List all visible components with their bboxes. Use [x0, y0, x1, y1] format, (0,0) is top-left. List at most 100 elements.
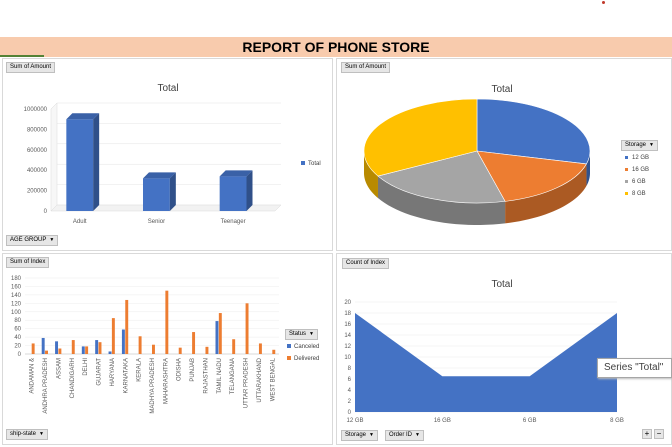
column-delivered [58, 348, 62, 354]
column-delivered [111, 318, 115, 354]
column-delivered [45, 350, 48, 354]
storage-pie-chart [363, 99, 591, 225]
storage-legend-button[interactable]: Storage [621, 140, 658, 151]
order-id-filter-button[interactable]: Order ID [385, 430, 424, 441]
x-tick-label: HARYANA [110, 358, 116, 386]
y-tick-label: 60 [14, 327, 21, 333]
column-delivered [258, 343, 262, 354]
bar-front [143, 178, 170, 211]
legend-swatch [287, 356, 291, 360]
pie-legend: 12 GB 16 GB 6 GB 8 GB [625, 155, 649, 203]
x-tick-label: UTTARAKHAND [257, 357, 263, 402]
column-canceled [121, 329, 125, 354]
bar-top [219, 170, 253, 177]
y-tick-label: 0 [18, 352, 22, 358]
x-tick-label: TAMIL NADU [217, 358, 223, 394]
sum-of-index-button[interactable]: Sum of Index [6, 257, 50, 268]
y-tick-label: 6 [348, 377, 352, 383]
y-tick-label: 0 [348, 410, 352, 416]
y-tick-label: 12 [344, 344, 351, 350]
status-legend-item: Canceled [287, 344, 319, 350]
x-tick-label: UTTAR PRADESH [244, 358, 250, 408]
column-canceled [41, 337, 45, 354]
y-tick-label: 16 [344, 322, 351, 328]
count-index-area-panel[interactable]: Count of Index Total 20 18 16 14 12 10 8 6 4 2 0 12… [336, 253, 672, 445]
bar-front [219, 176, 247, 211]
x-tick-label: Adult [73, 219, 87, 225]
bar-side [169, 172, 176, 211]
state-column-chart: 180 160 140 120 100 80 60 40 20 0 ANDAMAN & ANDHRA … [11, 276, 279, 414]
column-canceled [55, 341, 59, 354]
chart-title: Total [157, 83, 179, 94]
column-delivered [98, 342, 102, 354]
ship-state-filter-button[interactable]: ship-state [6, 429, 48, 440]
sum-of-amount-button[interactable]: Sum of Amount [341, 62, 391, 73]
x-tick-label: RAJASTHAN [203, 358, 209, 394]
storage-filter-button[interactable]: Storage [341, 430, 378, 441]
column-delivered [192, 332, 196, 354]
legend-total: Total [301, 161, 321, 167]
selection-underline [0, 55, 44, 57]
y-tick-label: 10 [344, 355, 351, 361]
x-tick-label: KARNATAKA [123, 358, 129, 393]
pie-slice-side [364, 151, 378, 199]
column-delivered [178, 347, 182, 354]
collapse-button[interactable]: − [654, 429, 664, 439]
column-delivered [31, 343, 35, 354]
column-canceled [108, 351, 112, 354]
column-delivered [125, 299, 129, 354]
column-delivered [205, 346, 209, 354]
x-tick-label: ASSAM [56, 358, 62, 379]
age-group-chart-panel[interactable]: Sum of Amount Total 1000000 800000 600000 4… [2, 58, 333, 251]
x-tick-label: ODISHA [177, 358, 183, 381]
column-delivered [152, 344, 155, 354]
legend-swatch [301, 161, 305, 165]
pie-slice [476, 99, 591, 165]
column-canceled [81, 346, 85, 354]
pie-slice [476, 150, 587, 202]
x-tick-label: PUNJAB [190, 358, 196, 382]
column-delivered [245, 303, 249, 354]
pie-slice-side [505, 163, 587, 224]
x-tick-label: CHANDIGARH [70, 358, 76, 398]
age-bar-chart: 1000000 800000 600000 400000 200000 0 Adult Sen… [24, 102, 282, 225]
x-tick-label: ANDAMAN & [30, 358, 36, 394]
column-canceled [95, 340, 99, 354]
x-tick-label: TELANGANA [230, 358, 236, 394]
column-delivered [218, 313, 222, 354]
legend-total-label: Total [308, 161, 321, 167]
legend-swatch [625, 168, 628, 171]
legend-swatch [287, 344, 291, 348]
y-tick-label: 180 [11, 276, 22, 282]
count-of-index-button[interactable]: Count of Index [342, 258, 390, 269]
y-tick-label: 80 [14, 318, 21, 324]
y-tick-label: 100 [11, 310, 22, 316]
area-series-total [355, 313, 617, 412]
sum-of-amount-button[interactable]: Sum of Amount [6, 62, 56, 73]
y-tick-label: 2 [348, 399, 352, 405]
chart-title: Total [491, 279, 513, 290]
y-tick-label: 800000 [27, 127, 48, 133]
bar-top [66, 113, 100, 120]
x-tick-label: WEST BENGAL [270, 357, 276, 401]
y-tick-label: 4 [348, 388, 352, 394]
ship-state-chart-panel[interactable]: Sum of Index 180 160 140 120 100 80 60 40 20 0 AND… [2, 253, 333, 445]
x-tick-label: MADHYA PRADESH [150, 358, 156, 414]
x-tick-label: KERALA [137, 358, 143, 382]
y-tick-label: 20 [344, 300, 351, 306]
bar-front [66, 119, 94, 211]
age-group-filter-button[interactable]: AGE GROUP [6, 235, 59, 246]
bar-side [246, 170, 253, 211]
legend-label: Delivered [294, 356, 320, 362]
expand-button[interactable]: + [642, 429, 652, 439]
bar-side [93, 113, 100, 211]
storage-pie-panel[interactable]: Sum of Amount Total Storage 12 GB 16 GB 6 … [336, 58, 672, 251]
legend-label: Canceled [294, 344, 320, 350]
pie-slice [363, 99, 478, 177]
x-tick-label: Teenager [221, 219, 246, 225]
y-tick-label: 8 [348, 366, 352, 372]
status-legend-button[interactable]: Status [285, 329, 318, 340]
pie-slice [377, 150, 506, 204]
